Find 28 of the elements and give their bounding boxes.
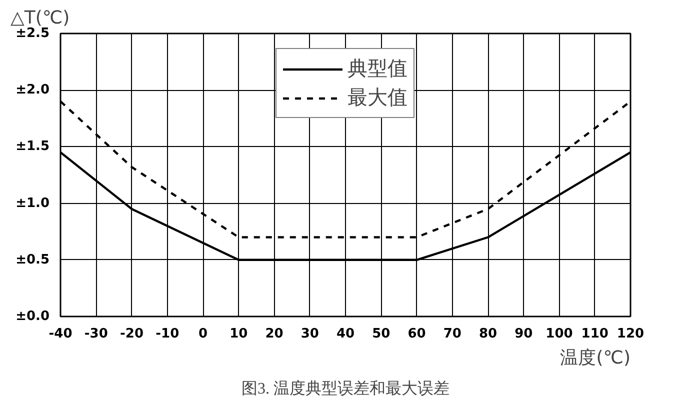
- x-tick-label: -30: [84, 326, 108, 342]
- y-tick-label: ±0.5: [16, 252, 50, 268]
- legend-label: 典型值: [348, 55, 408, 82]
- x-tick-label: 70: [443, 326, 462, 342]
- x-tick-label: 10: [230, 326, 248, 342]
- x-tick-label: 40: [336, 326, 355, 342]
- x-tick-label: 120: [616, 326, 644, 342]
- x-tick-label: 60: [408, 326, 426, 342]
- y-axis-title: △T(℃): [10, 8, 70, 28]
- y-tick-label: ±1.5: [16, 139, 50, 154]
- x-tick-label: 110: [581, 326, 608, 342]
- caption: 图3. 温度典型误差和最大误差: [242, 380, 450, 398]
- x-tick-label: 50: [372, 326, 390, 342]
- x-tick-label: 0: [198, 326, 208, 342]
- y-tick-label: ±1.0: [16, 196, 50, 211]
- x-axis-title: 温度(℃): [560, 348, 631, 368]
- y-tick-label: ±2.0: [16, 82, 50, 98]
- x-tick-label: 80: [478, 326, 498, 342]
- x-tick-label: 30: [300, 326, 319, 342]
- x-tick-label: -10: [156, 326, 180, 342]
- x-tick-label: 90: [514, 326, 533, 342]
- x-tick-label: 100: [546, 326, 573, 342]
- y-tick-label: ±2.5: [16, 26, 50, 41]
- y-tick-label: ±0.0: [16, 309, 50, 324]
- x-tick-label: 20: [265, 326, 284, 342]
- legend-label: 最大值: [348, 84, 408, 111]
- x-tick-label: -20: [120, 326, 144, 342]
- x-tick-label: -40: [48, 326, 72, 342]
